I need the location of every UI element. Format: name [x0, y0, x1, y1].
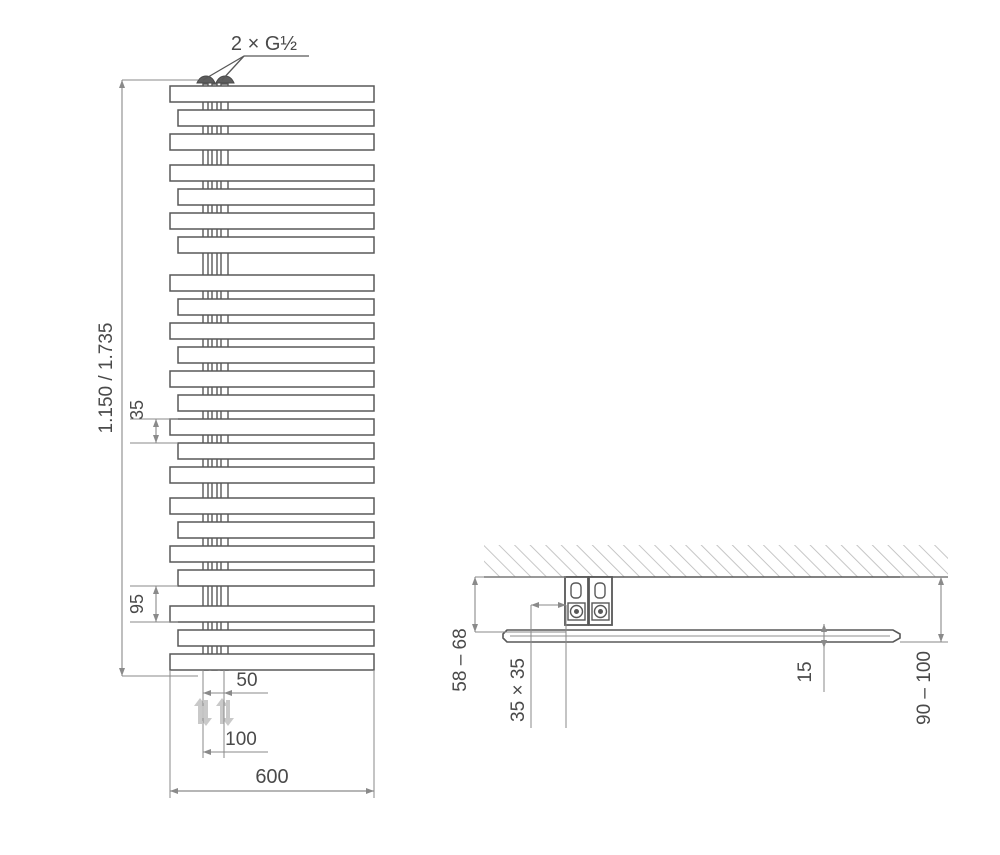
- dimension-group-gap: 95: [127, 585, 178, 623]
- dimension-connection-offset-label: 50: [236, 670, 257, 691]
- front-elevation-view: 1.150 / 1.735 35 95 50: [96, 33, 375, 798]
- dimension-group-gap-label: 95: [127, 594, 147, 614]
- dimension-rail-thickness: 15: [795, 624, 827, 692]
- radiator-bars: [169, 85, 375, 671]
- connection-nubs: [196, 75, 235, 84]
- dimension-overall-width-label: 600: [255, 766, 288, 788]
- flow-direction-arrows: [194, 698, 234, 726]
- dimension-connection-spacing-label: 100: [225, 729, 257, 750]
- dimension-bar-pitch-label: 35: [127, 400, 147, 420]
- valve-fitting-icon: [567, 602, 610, 621]
- dimension-wall-clearance-label: 58 – 68: [450, 628, 471, 691]
- dimension-bracket-size-label: 35 × 35: [508, 658, 529, 722]
- dimension-connection-offset: 50: [202, 670, 268, 700]
- side-section-view: 58 – 68 35 × 35 15 90 – 100: [450, 545, 948, 728]
- dimension-connection-spacing: 100: [202, 700, 268, 758]
- dimension-total-depth-label: 90 – 100: [914, 651, 935, 725]
- dimension-overall-width: 600: [169, 670, 375, 798]
- dimension-bar-pitch: 35: [127, 400, 178, 444]
- wall-brackets: [564, 576, 613, 626]
- connection-spec-label: 2 × G½: [231, 33, 297, 55]
- dimension-overall-height: 1.150 / 1.735: [96, 79, 198, 677]
- dimension-total-depth: 90 – 100: [900, 576, 948, 725]
- dimension-overall-height-label: 1.150 / 1.735: [96, 323, 117, 434]
- dimension-wall-clearance: 58 – 68: [450, 576, 566, 692]
- dimension-rail-thickness-label: 15: [795, 661, 816, 682]
- radiator-rail-profile: [502, 629, 901, 643]
- dimension-bracket-size: 35 × 35: [508, 602, 567, 728]
- connection-leader-lines: [202, 55, 309, 81]
- wall-section: [484, 545, 948, 578]
